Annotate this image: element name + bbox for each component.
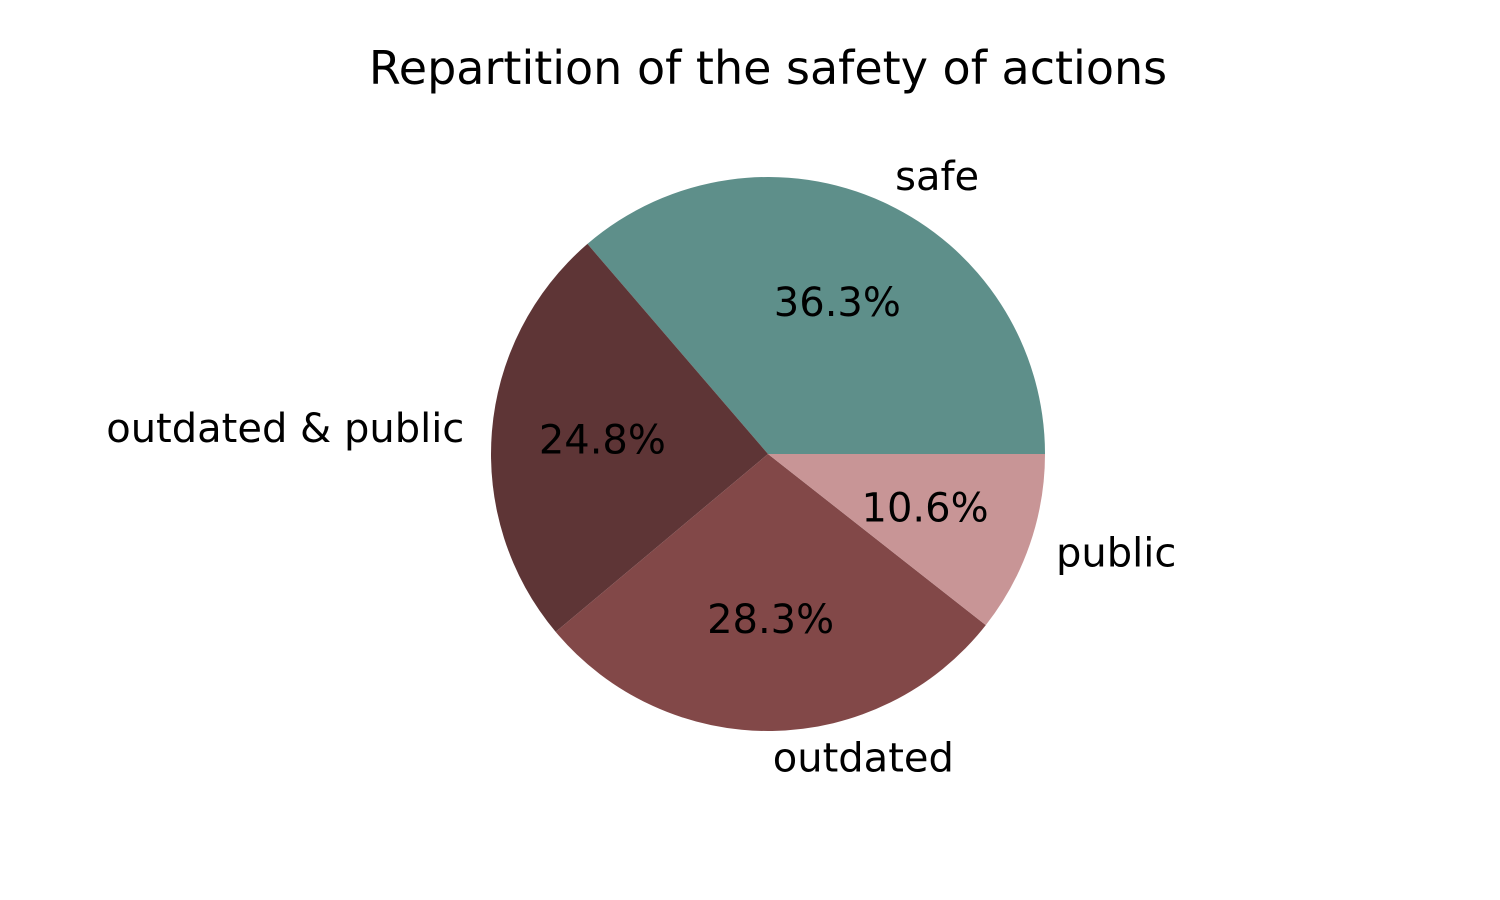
slice-label: outdated bbox=[773, 736, 954, 782]
slice-percent-label: 24.8% bbox=[539, 417, 666, 463]
pie-slice-safe bbox=[587, 177, 1045, 454]
pie-slice-outdated bbox=[555, 454, 986, 731]
slice-label: public bbox=[1056, 531, 1176, 577]
slice-label: outdated & public bbox=[106, 406, 464, 452]
slice-label: safe bbox=[895, 154, 979, 200]
pie-slices bbox=[491, 177, 1045, 731]
slice-percent-label: 28.3% bbox=[707, 597, 834, 643]
pie-labels: safe 36.3% outdated & public 24.8% outdated 2… bbox=[106, 154, 1176, 782]
slice-percent-label: 36.3% bbox=[774, 280, 901, 326]
pie-slice-public bbox=[768, 454, 1045, 626]
slice-percent-label: 10.6% bbox=[862, 485, 989, 531]
pie-slice-outdated-public bbox=[491, 243, 768, 632]
chart-title: Repartition of the safety of actions bbox=[369, 41, 1167, 95]
